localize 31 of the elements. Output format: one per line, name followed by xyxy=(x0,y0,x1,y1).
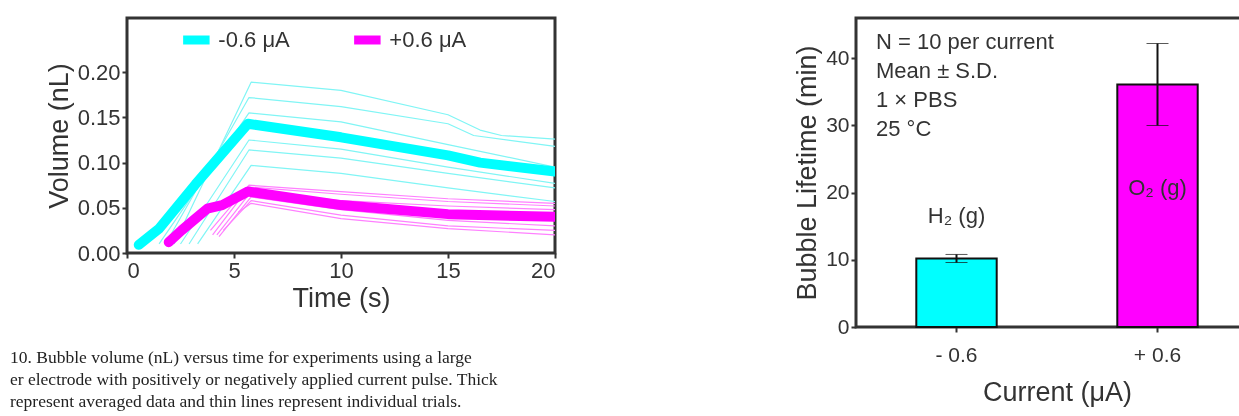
y-axis-title: Volume (nL) xyxy=(43,63,74,209)
x-tick-label: 15 xyxy=(436,257,461,283)
x-tick-label: 0 xyxy=(127,257,140,283)
annotation: O₂ (g) xyxy=(1128,174,1187,200)
x-tick-label: 20 xyxy=(531,257,556,283)
x-tick-label: - 0.6 xyxy=(935,342,978,366)
y-axis-title: Bubble Lifetime (min) xyxy=(792,45,823,301)
annotation: 25 °C xyxy=(876,116,932,141)
legend-label: +0.6 μA xyxy=(389,27,467,52)
y-tick-label: 0.05 xyxy=(77,195,121,221)
x-axis-title: Current (μA) xyxy=(982,376,1133,407)
annotation: 1 × PBS xyxy=(876,87,958,112)
annotation: N = 10 per current xyxy=(876,29,1054,54)
y-tick-label: 20 xyxy=(826,180,850,204)
text: 10. Bubble volume (nL) versus time for experiments using a large xyxy=(10,347,473,367)
y-tick-label: 0.00 xyxy=(77,240,121,266)
x-tick-label: 10 xyxy=(329,257,354,283)
text: represent averaged data and thin lines represent individual trials. xyxy=(10,391,462,411)
y-tick-label: 0.20 xyxy=(77,59,121,85)
annotation: H₂ (g) xyxy=(927,202,986,228)
x-tick-label: 5 xyxy=(228,257,241,283)
x-tick-label: + 0.6 xyxy=(1133,342,1182,366)
annotation: Mean ± S.D. xyxy=(876,58,999,83)
x-axis-title: Time (s) xyxy=(292,282,391,313)
text: er electrode with positively or negatively applied current pulse. Thick xyxy=(10,369,498,389)
y-tick-label: 0 xyxy=(837,314,850,338)
y-tick-label: 40 xyxy=(826,45,850,69)
legend-label: -0.6 μA xyxy=(218,27,291,52)
y-tick-label: 30 xyxy=(826,112,850,136)
y-tick-label: 0.10 xyxy=(77,150,121,176)
y-tick-label: 0.15 xyxy=(77,104,121,130)
